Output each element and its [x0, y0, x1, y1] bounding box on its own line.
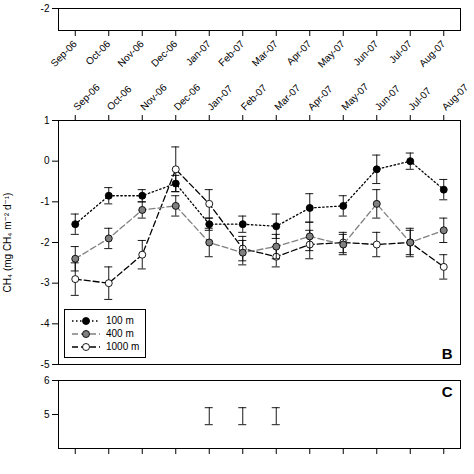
svg-text:Sep-06: Sep-06: [48, 38, 79, 69]
svg-text:Aug-07: Aug-07: [417, 38, 448, 69]
svg-text:Sep-06: Sep-06: [71, 81, 102, 112]
svg-text:Feb-07: Feb-07: [239, 82, 269, 112]
svg-text:Mar-07: Mar-07: [250, 38, 280, 68]
svg-text:Oct-06: Oct-06: [105, 83, 134, 112]
svg-text:Jan-07: Jan-07: [184, 38, 214, 68]
svg-text:Dec-06: Dec-06: [172, 81, 203, 112]
svg-text:1: 1: [44, 115, 50, 126]
svg-text:-4: -4: [41, 318, 50, 329]
html-text:400 m: 400 m: [106, 328, 134, 339]
svg-text:CH₄ (mg CH₄ m⁻² d⁻¹): CH₄ (mg CH₄ m⁻² d⁻¹): [2, 193, 13, 293]
svg-text:Nov-06: Nov-06: [115, 38, 146, 69]
svg-text:Nov-06: Nov-06: [138, 81, 169, 112]
svg-text:Jun-07: Jun-07: [351, 38, 381, 68]
svg-text:6: 6: [44, 375, 50, 386]
html-text:100 m: 100 m: [106, 315, 134, 326]
svg-text:B: B: [442, 345, 453, 362]
svg-text:5: 5: [44, 409, 50, 420]
svg-text:0: 0: [44, 155, 50, 166]
svg-text:Oct-06: Oct-06: [83, 38, 112, 67]
svg-text:Jul-07: Jul-07: [387, 38, 414, 65]
svg-text:-1: -1: [41, 196, 50, 207]
svg-text:Feb-07: Feb-07: [216, 38, 246, 68]
svg-text:C: C: [442, 383, 453, 400]
svg-text:Aug-07: Aug-07: [440, 81, 471, 112]
svg-text:Jul-07: Jul-07: [406, 85, 433, 112]
svg-text:Dec-06: Dec-06: [149, 38, 180, 69]
svg-text:Jan-07: Jan-07: [205, 83, 235, 113]
svg-text:-2: -2: [41, 237, 50, 248]
svg-text:-5: -5: [41, 359, 50, 370]
svg-text:Mar-07: Mar-07: [272, 82, 302, 112]
html-text:1000 m: 1000 m: [106, 341, 140, 352]
svg-text:Apr-07: Apr-07: [284, 38, 313, 67]
svg-text:-3: -3: [41, 277, 50, 288]
svg-text:May-07: May-07: [316, 38, 348, 70]
svg-text:May-07: May-07: [339, 81, 371, 113]
svg-text:-2: -2: [41, 3, 50, 14]
svg-text:Jun-07: Jun-07: [373, 83, 403, 113]
svg-text:Apr-07: Apr-07: [306, 83, 335, 112]
